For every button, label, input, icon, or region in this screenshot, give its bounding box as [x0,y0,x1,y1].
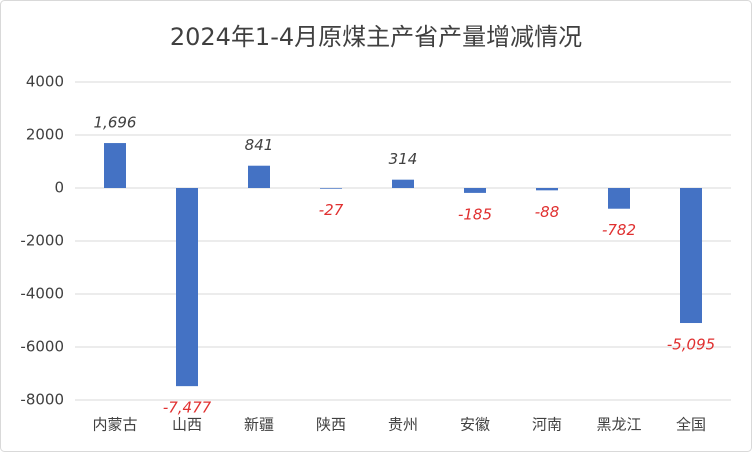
value-label: -88 [535,203,560,221]
x-tick-label: 安徽 [460,416,490,434]
y-tick-label: -2000 [20,232,64,250]
bar [392,179,414,188]
x-tick-label: 黑龙江 [596,416,641,434]
bar [176,188,198,387]
y-tick-label: -8000 [20,391,64,409]
value-label: 1,696 [94,114,137,132]
chart-title: 2024年1-4月原煤主产省产量增减情况 [170,23,582,51]
y-tick-label: 4000 [26,73,64,91]
bar [104,143,126,188]
x-tick-label: 贵州 [388,416,418,434]
bar [248,165,270,188]
y-tick-label: 0 [54,179,64,197]
value-label: -782 [602,221,636,239]
x-tick-label: 全国 [676,416,706,434]
x-tick-label: 新疆 [244,416,274,434]
value-label: -27 [319,201,344,219]
bar [536,188,558,191]
value-label: -7,477 [163,399,212,417]
value-label: 314 [389,150,418,168]
bar [464,188,486,193]
y-tick-label: 2000 [26,126,64,144]
value-label: -185 [458,205,492,223]
value-label: -5,095 [667,336,715,354]
y-tick-label: -6000 [20,338,64,356]
y-tick-label: -4000 [20,285,64,303]
bar [320,188,342,189]
bar [680,188,702,324]
value-label: 841 [245,136,274,154]
bar [608,188,630,209]
x-tick-label: 山西 [172,416,202,434]
x-tick-label: 内蒙古 [92,416,137,434]
x-tick-label: 陕西 [316,416,346,434]
x-tick-label: 河南 [532,416,562,434]
